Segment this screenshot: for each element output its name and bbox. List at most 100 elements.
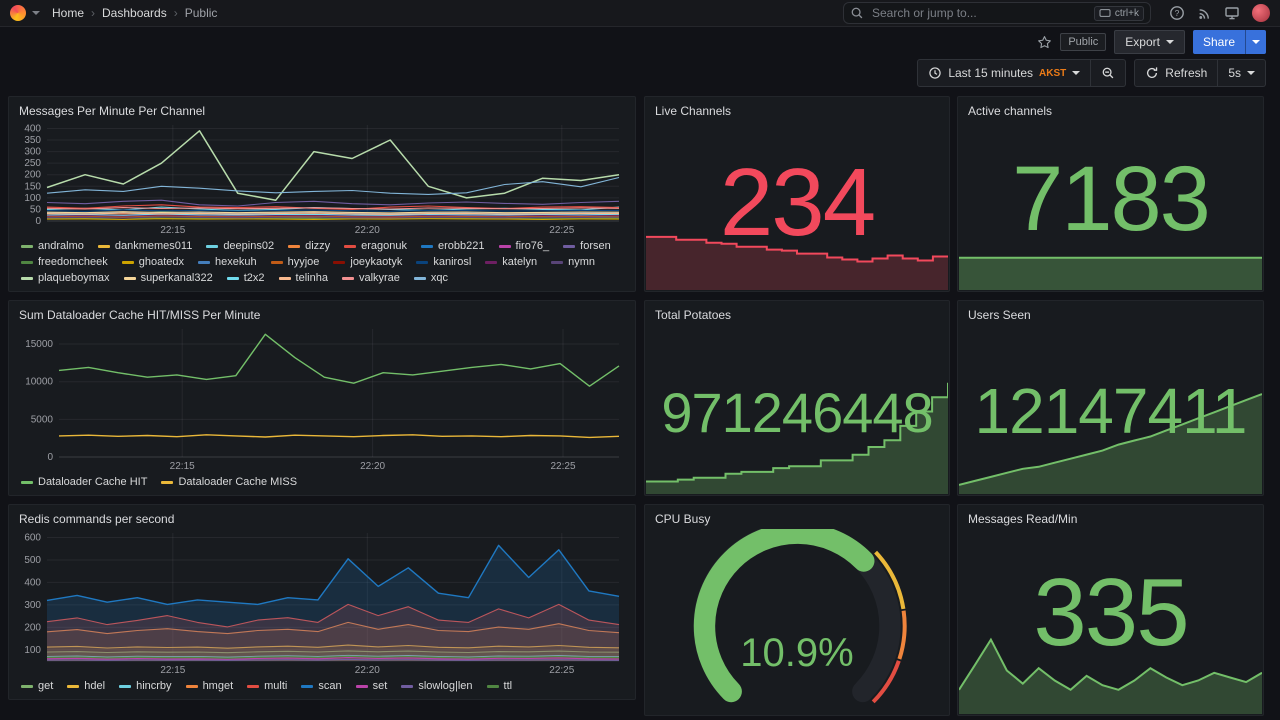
svg-text:22:25: 22:25 xyxy=(549,225,574,236)
svg-text:600: 600 xyxy=(24,532,41,543)
legend-swatch xyxy=(288,244,301,248)
dataloader-chart[interactable]: 0 5000 10000 15000 22:15 22:20 22:25 xyxy=(19,325,625,472)
legend-swatch xyxy=(226,276,239,280)
legend-item[interactable]: t2x2 xyxy=(226,271,265,285)
star-button[interactable] xyxy=(1037,35,1052,50)
legend-label: dankmemes011 xyxy=(114,240,193,252)
legend-label: t2x2 xyxy=(243,272,265,284)
breadcrumb-dashboards[interactable]: Dashboards xyxy=(102,6,167,20)
zoom-out-button[interactable] xyxy=(1091,59,1127,87)
legend-swatch xyxy=(401,684,414,688)
redis-chart[interactable]: 100 200 300 400 500 600 22:15 22:20 22:25 xyxy=(19,529,625,676)
chevron-down-icon[interactable] xyxy=(32,11,40,15)
news-button[interactable] xyxy=(1197,6,1212,21)
legend-label: hincrby xyxy=(136,680,172,692)
legend-swatch xyxy=(21,276,33,280)
legend-item[interactable]: set xyxy=(355,679,387,693)
legend-item[interactable]: Dataloader Cache MISS xyxy=(161,475,297,489)
share-menu-button[interactable] xyxy=(1245,30,1266,54)
refresh-label: Refresh xyxy=(1165,66,1208,80)
svg-text:0: 0 xyxy=(35,216,41,227)
legend-label: freedomcheek xyxy=(38,256,108,268)
messages-legend: andralmo dankmemes011 deepins02 dizzy eragon… xyxy=(19,236,625,285)
panel-title: Messages Per Minute Per Channel xyxy=(19,104,206,118)
chevron-down-icon xyxy=(1072,71,1081,75)
display-button[interactable] xyxy=(1224,5,1240,21)
profile-button[interactable] xyxy=(1252,4,1270,22)
breadcrumb: Home › Dashboards › Public xyxy=(52,6,217,20)
legend-item[interactable]: superkanal322 xyxy=(123,271,213,285)
help-button[interactable]: ? xyxy=(1169,5,1185,21)
time-range-picker[interactable]: Last 15 minutes AKST xyxy=(917,59,1092,87)
legend-swatch xyxy=(21,244,33,248)
panel-title: Live Channels xyxy=(655,104,732,118)
legend-label: kanirosl xyxy=(433,256,472,268)
dashboard-toolbar: Public Export Share xyxy=(0,27,1280,57)
legend-item[interactable]: freedomcheek xyxy=(21,255,108,269)
legend-item[interactable]: Dataloader Cache HIT xyxy=(21,475,147,489)
time-range-label: Last 15 minutes xyxy=(948,66,1034,80)
svg-text:100: 100 xyxy=(24,193,41,204)
legend-item[interactable]: erobb221 xyxy=(421,239,485,253)
legend-label: katelyn xyxy=(502,256,538,268)
breadcrumb-home[interactable]: Home xyxy=(52,6,85,20)
grafana-logo[interactable] xyxy=(10,5,26,21)
refresh-interval-picker[interactable]: 5s xyxy=(1218,59,1266,87)
timezone-label: AKST xyxy=(1039,67,1067,79)
legend-item[interactable]: plaqueboymax xyxy=(21,271,110,285)
legend-item[interactable]: kanirosl xyxy=(416,255,471,269)
legend-item[interactable]: hincrby xyxy=(119,679,172,693)
svg-text:100: 100 xyxy=(24,645,41,656)
legend-item[interactable]: deepins02 xyxy=(206,239,274,253)
share-button[interactable]: Share xyxy=(1192,30,1245,54)
star-icon xyxy=(1038,35,1052,48)
legend-swatch xyxy=(119,684,132,688)
panel-active-channels: Active channels 7183 xyxy=(957,96,1264,292)
breadcrumb-separator: › xyxy=(91,6,96,20)
legend-item[interactable]: hmget xyxy=(185,679,233,693)
legend-item[interactable]: forsen xyxy=(563,239,611,253)
legend-item[interactable]: hyyjoe xyxy=(270,255,319,269)
legend-item[interactable]: valkyrae xyxy=(341,271,400,285)
legend-item[interactable]: joeykaotyk xyxy=(333,255,402,269)
tag-public[interactable]: Public xyxy=(1060,33,1107,51)
legend-item[interactable]: nymn xyxy=(551,255,595,269)
legend-swatch xyxy=(421,244,434,248)
legend-item[interactable]: hdel xyxy=(67,679,105,693)
legend-item[interactable]: multi xyxy=(247,679,287,693)
legend-label: ttl xyxy=(503,680,513,692)
messages-chart[interactable]: 0 50 100 150 200 250 300 350 400 22:15 22:20 22:25 xyxy=(19,121,625,236)
stat-value: 971246448 xyxy=(661,381,933,444)
svg-text:22:15: 22:15 xyxy=(160,665,185,676)
search-field[interactable] xyxy=(870,5,1088,21)
refresh-button[interactable]: Refresh xyxy=(1134,59,1219,87)
legend-item[interactable]: ttl xyxy=(486,679,513,693)
legend-item[interactable]: andralmo xyxy=(21,239,84,253)
legend-item[interactable]: katelyn xyxy=(485,255,537,269)
legend-label: deepins02 xyxy=(223,240,275,252)
legend-swatch xyxy=(67,684,80,688)
legend-item[interactable]: firo76_ xyxy=(498,239,550,253)
legend-label: firo76_ xyxy=(515,240,550,252)
legend-label: superkanal322 xyxy=(140,272,213,284)
legend-item[interactable]: hexekuh xyxy=(197,255,257,269)
legend-item[interactable]: eragonuk xyxy=(344,239,407,253)
legend-item[interactable]: dankmemes011 xyxy=(97,239,193,253)
svg-text:150: 150 xyxy=(24,181,41,192)
legend-item[interactable]: get xyxy=(21,679,53,693)
active-channels-sparkline xyxy=(959,254,1262,290)
legend-item[interactable]: ghoatedx xyxy=(121,255,184,269)
legend-item[interactable]: dizzy xyxy=(288,239,330,253)
legend-item[interactable]: scan xyxy=(301,679,342,693)
breadcrumb-public[interactable]: Public xyxy=(184,6,218,20)
legend-swatch xyxy=(551,260,564,264)
legend-swatch xyxy=(486,684,499,688)
legend-item[interactable]: slowlog|len xyxy=(401,679,473,693)
top-nav: Home › Dashboards › Public ctrl+k ? xyxy=(0,0,1280,27)
total-potatoes-sparkline xyxy=(646,376,948,494)
legend-label: erobb221 xyxy=(438,240,485,252)
export-button[interactable]: Export xyxy=(1114,30,1185,54)
legend-item[interactable]: xqc xyxy=(413,271,448,285)
legend-item[interactable]: telinha xyxy=(278,271,328,285)
search-input[interactable]: ctrl+k xyxy=(843,2,1151,24)
